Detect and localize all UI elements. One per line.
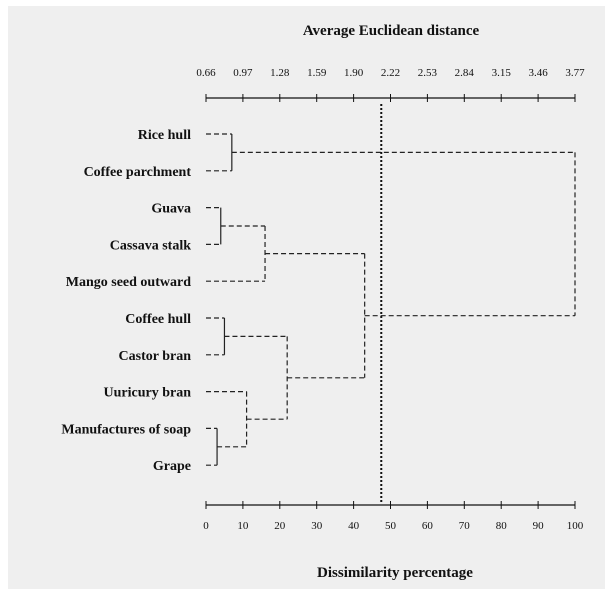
dendrogram-chart: Average Euclidean distance Dissimilarity… — [61, 23, 585, 581]
bottom-tick-label: 80 — [496, 520, 508, 532]
leaf-label: Grape — [153, 459, 191, 474]
bottom-tick-label: 70 — [459, 520, 471, 532]
bottom-axis-title: Dissimilarity percentage — [317, 565, 473, 581]
top-tick-label: 1.28 — [270, 67, 290, 79]
leaf-label: Coffee hull — [125, 312, 191, 327]
bottom-tick-label: 10 — [237, 520, 249, 532]
leaf-label: Rice hull — [138, 128, 191, 143]
bottom-tick-label: 90 — [533, 520, 545, 532]
top-tick-label: 3.15 — [492, 67, 512, 79]
chart-panel: Average Euclidean distance Dissimilarity… — [8, 6, 605, 589]
leaf-label: Coffee parchment — [84, 165, 192, 180]
bottom-tick-label: 20 — [274, 520, 286, 532]
leaf-label: Uuricury bran — [104, 386, 192, 401]
top-tick-label: 0.66 — [196, 67, 216, 79]
top-tick-label: 2.53 — [418, 67, 438, 79]
top-tick-label: 1.59 — [307, 67, 327, 79]
bottom-tick-label: 60 — [422, 520, 434, 532]
leaf-label: Manufactures of soap — [61, 422, 191, 437]
top-tick-label: 3.77 — [565, 67, 585, 79]
bottom-tick-label: 50 — [385, 520, 397, 532]
leaf-label: Cassava stalk — [110, 238, 192, 253]
top-tick-label: 1.90 — [344, 67, 364, 79]
leaf-label: Guava — [151, 202, 191, 217]
top-tick-label: 2.84 — [455, 67, 475, 79]
bottom-tick-label: 0 — [203, 520, 209, 532]
top-axis-title: Average Euclidean distance — [303, 23, 480, 39]
top-tick-label: 2.22 — [381, 67, 400, 79]
leaf-label: Mango seed outward — [66, 275, 191, 290]
bottom-tick-label: 40 — [348, 520, 360, 532]
top-tick-label: 0.97 — [233, 67, 253, 79]
bottom-tick-label: 100 — [567, 520, 584, 532]
leaf-label: Castor bran — [119, 349, 192, 364]
bottom-tick-label: 30 — [311, 520, 323, 532]
top-tick-label: 3.46 — [528, 67, 548, 79]
